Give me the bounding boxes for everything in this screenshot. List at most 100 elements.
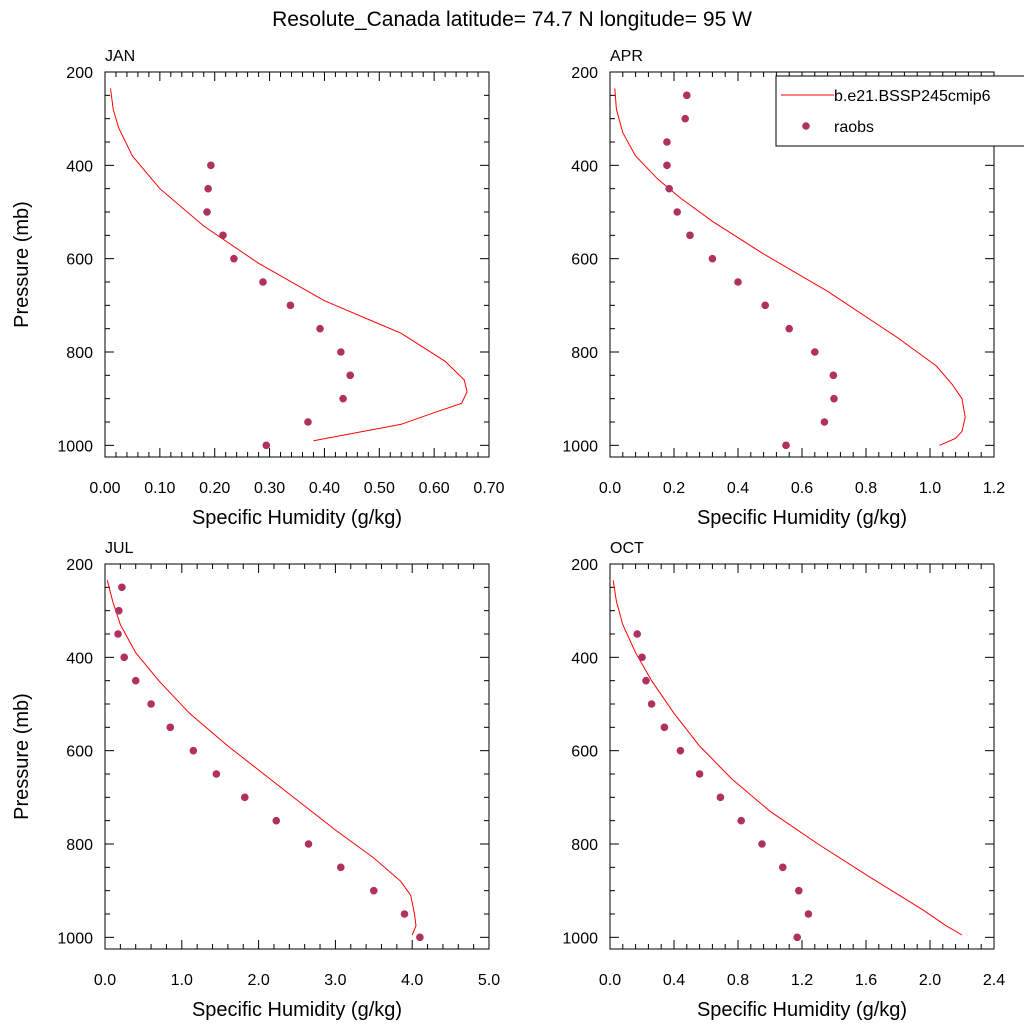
x-tick-label: 4.0 (401, 972, 423, 989)
x-tick-label: 0.8 (855, 480, 877, 497)
raobs-point (779, 863, 787, 872)
raobs-point (795, 886, 803, 895)
x-tick-label: 0.2 (663, 480, 685, 497)
x-tick-label: 1.2 (983, 480, 1005, 497)
raobs-point (230, 254, 238, 263)
y-tick-label: 200 (66, 65, 93, 82)
raobs-point (708, 254, 717, 263)
y-tick-label: 600 (571, 744, 598, 761)
raobs-point (346, 371, 355, 380)
raobs-point (683, 91, 691, 100)
raobs-point (758, 840, 766, 848)
raobs-point (734, 278, 742, 286)
x-tick-label: 2.0 (919, 972, 941, 989)
legend-model-label: b.e21.BSSP245cmip6 (834, 88, 991, 105)
raobs-point (316, 324, 324, 333)
raobs-point (339, 394, 347, 403)
panel-label: JUL (105, 540, 134, 557)
y-tick-label: 1000 (57, 438, 93, 455)
plot-frame (104, 563, 490, 950)
raobs-point (166, 723, 175, 732)
raobs-point (695, 770, 704, 778)
raobs-point (400, 910, 409, 918)
x-tick-label: 0.60 (419, 480, 450, 497)
y-tick-label: 400 (66, 158, 93, 175)
x-tick-label: 1.2 (791, 972, 813, 989)
raobs-point (370, 886, 378, 895)
y-tick-label: 200 (571, 65, 598, 82)
raobs-point (189, 746, 198, 755)
x-tick-label: 0.6 (791, 480, 813, 497)
raobs-point (337, 348, 345, 356)
panel-jan: 0.00 0.10 0.20 0.30 0.40 0.50 0.60 0.70 200 400 60… (11, 48, 505, 529)
raobs-point (642, 676, 650, 685)
x-tick-label: 0.30 (254, 480, 285, 497)
raobs-point (676, 746, 685, 755)
x-tick-label: 3.0 (324, 972, 346, 989)
y-tick-label: 800 (66, 837, 93, 854)
panels: 0.00 0.10 0.20 0.30 0.40 0.50 0.60 0.70 200 400 60… (11, 48, 1005, 1021)
raobs-point (240, 793, 249, 802)
legend: b.e21.BSSP245cmip6 raobs (775, 75, 1024, 147)
panel-label: APR (610, 48, 643, 65)
raobs-point (120, 653, 128, 662)
y-tick-label: 1000 (57, 930, 93, 947)
y-tick-label: 800 (571, 345, 598, 362)
raobs-point (761, 301, 769, 310)
y-tick-label: 600 (66, 744, 93, 761)
raobs-point (737, 816, 745, 825)
y-tick-label: 600 (571, 252, 598, 269)
y-tick-label: 600 (66, 252, 93, 269)
raobs-point (785, 324, 793, 333)
model-profile-line (612, 580, 963, 936)
raobs-point (716, 793, 725, 802)
x-tick-label: 0.8 (727, 972, 749, 989)
y-axis-label: Pressure (mb) (11, 201, 33, 328)
x-tick-label: 0.70 (473, 480, 504, 497)
raobs-point (782, 441, 790, 450)
x-axis-label: Specific Humidity (g/kg) (192, 999, 402, 1021)
x-tick-label: 0.40 (309, 480, 340, 497)
raobs-point (131, 676, 140, 685)
raobs-point (212, 770, 221, 778)
raobs-point (829, 371, 838, 380)
raobs-point (663, 138, 671, 146)
raobs-point (203, 208, 211, 216)
x-tick-label: 5.0 (478, 972, 500, 989)
x-tick-label: 0.20 (199, 480, 230, 497)
raobs-point (114, 630, 122, 638)
y-tick-label: 800 (571, 837, 598, 854)
model-profile-line (106, 580, 417, 936)
raobs-point (286, 301, 295, 310)
y-axis-label: Pressure (mb) (11, 693, 33, 820)
panel-label: OCT (610, 540, 644, 557)
y-tick-label: 400 (571, 158, 598, 175)
y-tick-label: 200 (571, 557, 598, 574)
raobs-point (673, 208, 681, 216)
raobs-point (304, 418, 312, 426)
x-tick-label: 1.0 (919, 480, 941, 497)
raobs-point (416, 933, 424, 942)
panel-label: JAN (105, 48, 135, 65)
x-tick-label: 2.0 (247, 972, 269, 989)
raobs-point (259, 278, 267, 286)
raobs-point (262, 441, 271, 450)
raobs-point (665, 184, 673, 193)
raobs-point (830, 394, 838, 403)
y-tick-label: 1000 (562, 930, 598, 947)
x-tick-label: 0.0 (599, 972, 621, 989)
raobs-point (115, 606, 123, 615)
x-axis-label: Specific Humidity (g/kg) (697, 999, 907, 1021)
model-profile-line (614, 88, 966, 446)
x-tick-label: 0.4 (727, 480, 749, 497)
x-tick-label: 1.6 (855, 972, 877, 989)
x-axis-label: Specific Humidity (g/kg) (192, 507, 402, 529)
y-tick-label: 800 (66, 345, 93, 362)
raobs-point (804, 910, 813, 918)
raobs-point (811, 348, 819, 356)
x-tick-label: 0.50 (364, 480, 395, 497)
raobs-point (638, 653, 646, 662)
x-tick-label: 2.4 (983, 972, 1005, 989)
x-axis-label: Specific Humidity (g/kg) (697, 507, 907, 529)
legend-box (775, 75, 1024, 147)
